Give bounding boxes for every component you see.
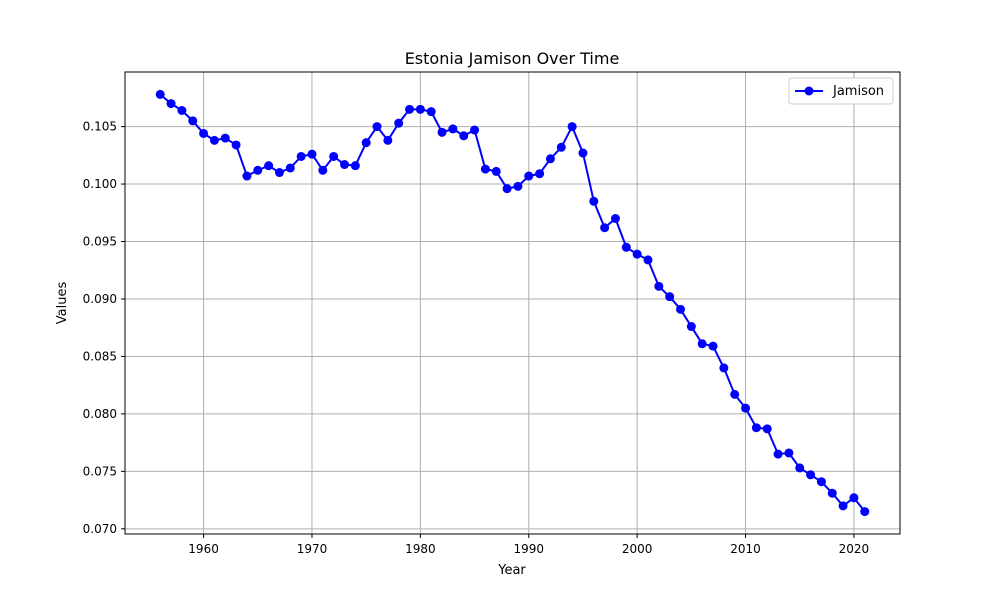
x-tick-label: 1960	[188, 542, 219, 556]
data-point	[513, 181, 523, 191]
data-point	[339, 160, 349, 170]
data-point	[470, 125, 480, 135]
y-axis-label: Values	[55, 282, 70, 325]
data-point	[329, 151, 339, 161]
data-point	[762, 424, 772, 434]
x-axis-label: Year	[497, 563, 526, 578]
data-point	[372, 122, 382, 132]
data-point	[665, 292, 675, 302]
data-point	[751, 423, 761, 433]
x-tick-label: 2020	[839, 542, 870, 556]
data-point	[524, 171, 534, 181]
data-point	[415, 104, 425, 114]
legend-label: Jamison	[832, 84, 884, 99]
data-point	[502, 184, 512, 194]
y-tick-label: 0.095	[83, 235, 117, 249]
data-point	[448, 124, 458, 134]
data-point	[578, 148, 588, 158]
data-point	[220, 133, 230, 143]
data-point	[838, 501, 848, 511]
y-tick-label: 0.080	[83, 407, 117, 421]
y-tick-label: 0.075	[83, 464, 117, 478]
data-point	[567, 122, 577, 132]
x-axis-ticks: 1960 1970 1980 1990 2000 2010 2020	[188, 534, 869, 556]
data-point	[274, 168, 284, 178]
data-point	[318, 165, 328, 175]
chart-title: Estonia Jamison Over Time	[405, 49, 620, 68]
data-point	[827, 488, 837, 498]
x-tick-label: 2000	[622, 542, 653, 556]
data-point	[199, 128, 209, 138]
data-point	[383, 135, 393, 145]
data-point	[719, 363, 729, 373]
data-point	[166, 99, 176, 109]
y-tick-label: 0.105	[83, 120, 117, 134]
data-point	[307, 149, 317, 159]
data-point	[643, 255, 653, 265]
data-point	[610, 214, 620, 224]
data-point	[784, 448, 794, 458]
y-tick-label: 0.100	[83, 177, 117, 191]
data-point	[697, 339, 707, 349]
data-point	[676, 304, 686, 314]
plot-frame	[124, 71, 901, 535]
data-point	[296, 151, 306, 161]
data-point	[708, 341, 718, 351]
data-point	[209, 135, 219, 145]
series-layer	[155, 89, 870, 517]
legend-marker	[804, 86, 814, 96]
y-tick-label: 0.085	[83, 349, 117, 363]
y-tick-label: 0.070	[83, 522, 117, 536]
data-point	[741, 403, 751, 413]
y-tick-label: 0.090	[83, 292, 117, 306]
data-point	[773, 449, 783, 459]
data-point	[426, 107, 436, 117]
data-point	[253, 165, 263, 175]
data-point	[686, 322, 696, 332]
data-point	[242, 171, 252, 181]
x-tick-label: 1980	[405, 542, 436, 556]
x-tick-label: 1970	[297, 542, 328, 556]
data-point	[860, 507, 870, 517]
legend-box	[788, 77, 894, 105]
data-point	[405, 104, 415, 114]
x-tick-label: 2010	[730, 542, 761, 556]
data-point	[589, 196, 599, 206]
data-point	[816, 477, 826, 487]
data-point	[459, 131, 469, 141]
data-point	[632, 249, 642, 259]
data-point	[491, 166, 501, 176]
data-point	[437, 127, 447, 137]
data-point	[231, 140, 241, 150]
data-point	[394, 118, 404, 128]
data-point	[730, 389, 740, 399]
data-point	[285, 163, 295, 173]
data-point	[795, 463, 805, 473]
data-point	[621, 242, 631, 252]
data-point	[361, 138, 371, 148]
data-point	[350, 161, 360, 171]
data-point	[849, 493, 859, 503]
data-point	[177, 106, 187, 115]
grid-lines	[125, 72, 900, 534]
data-point	[556, 142, 566, 152]
data-point	[545, 154, 555, 164]
y-axis-ticks: 0.070 0.075 0.080 0.085 0.090 0.095 0.100 0.105	[83, 120, 125, 536]
data-point	[600, 223, 610, 233]
data-point	[654, 281, 664, 291]
data-point	[480, 164, 490, 174]
data-point	[264, 161, 274, 171]
data-point	[806, 470, 816, 480]
legend: Jamison	[788, 77, 894, 105]
data-point	[188, 116, 198, 126]
x-tick-label: 1990	[513, 542, 544, 556]
data-point	[535, 169, 545, 179]
data-point	[155, 89, 165, 99]
